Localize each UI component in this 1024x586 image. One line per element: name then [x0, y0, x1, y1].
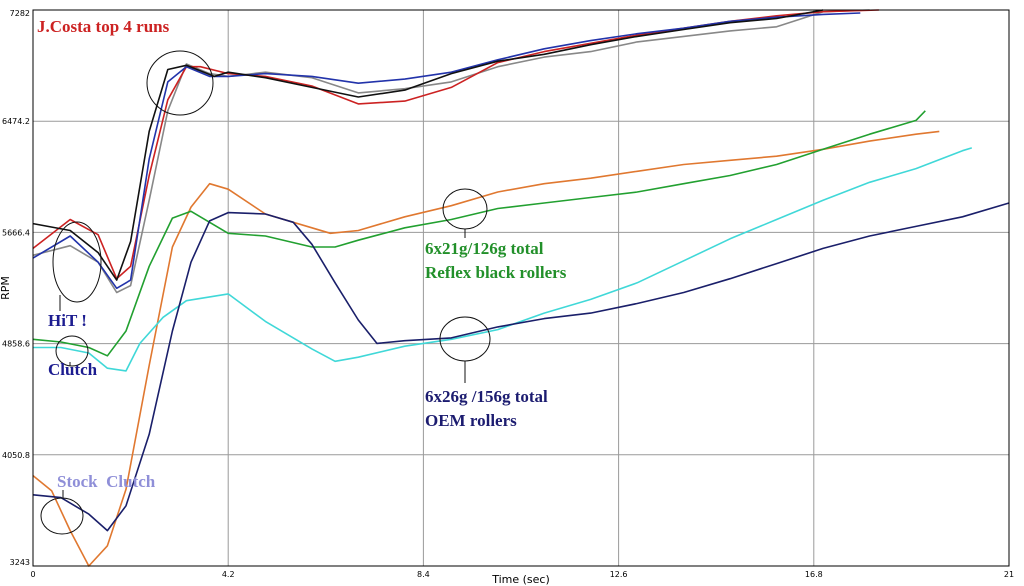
annotation-reflex-weights: 6x21g/126g total — [425, 239, 544, 258]
series-line-3 — [32, 12, 861, 290]
x-tick-label: 12.6 — [610, 570, 628, 579]
annotation-stock-clutch: Stock Clutch — [57, 472, 156, 491]
series-line-7 — [32, 202, 1010, 532]
y-tick-label: 6474.2 — [2, 117, 30, 126]
series-line-2 — [32, 9, 870, 294]
x-axis-label: Time (sec) — [491, 573, 550, 586]
annotation-jcosta: J.Costa top 4 runs — [37, 17, 170, 36]
series-line-6 — [33, 147, 973, 372]
annotation-reflex-rollers: Reflex black rollers — [425, 263, 567, 282]
y-tick-labels: 3243 4050.8 4858.6 5666.4 6474.2 7282 — [2, 9, 30, 567]
x-tick-label: 16.8 — [805, 570, 823, 579]
annotation-oem-rollers: OEM rollers — [425, 411, 517, 430]
y-tick-label: 5666.4 — [2, 228, 30, 237]
y-tick-label: 4858.6 — [2, 340, 30, 349]
y-tick-label: 4050.8 — [2, 451, 30, 460]
annotation-clutch: Clutch — [48, 360, 98, 379]
highlight-circle — [146, 50, 214, 116]
x-tick-label: 8.4 — [417, 570, 430, 579]
y-tick-label: 3243 — [10, 558, 30, 567]
series-lines — [32, 9, 1010, 567]
highlight-circle — [40, 497, 84, 535]
highlight-circles — [40, 50, 491, 535]
plot-frame — [32, 9, 1010, 567]
highlight-circle — [55, 335, 89, 367]
y-tick-label: 7282 — [10, 9, 30, 18]
x-tick-labels: 0 4.2 8.4 12.6 16.8 21 — [30, 570, 1014, 579]
x-tick-label: 0 — [30, 570, 35, 579]
x-tick-label: 4.2 — [222, 570, 235, 579]
annotation-hit: HiT ! — [48, 311, 87, 330]
y-axis-label: RPM — [0, 276, 12, 300]
series-line-1 — [32, 9, 824, 281]
series-line-5 — [32, 110, 926, 357]
highlight-circle — [52, 221, 102, 303]
grid — [33, 10, 1009, 566]
x-tick-label: 21 — [1004, 570, 1014, 579]
annotation-oem-weights: 6x26g /156g total — [425, 387, 548, 406]
